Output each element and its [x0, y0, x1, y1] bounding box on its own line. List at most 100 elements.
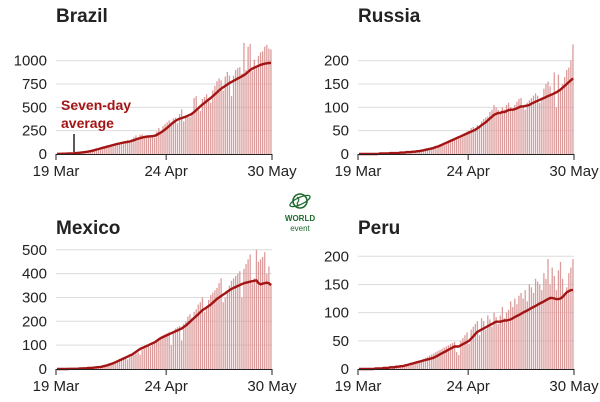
bar: [178, 113, 181, 154]
y-tick-label: 0: [341, 146, 349, 163]
bar: [201, 297, 204, 369]
bar: [104, 146, 106, 154]
bar: [112, 363, 114, 369]
bar: [108, 146, 110, 154]
bar: [191, 112, 193, 154]
bar: [441, 143, 443, 154]
bar: [168, 332, 170, 369]
bar: [568, 273, 570, 369]
bar: [193, 311, 195, 369]
bar: [230, 96, 233, 154]
bar: [237, 68, 239, 154]
bar: [470, 127, 472, 154]
bar: [510, 301, 512, 369]
x-tick-label: 19 Mar: [335, 378, 382, 395]
bar: [474, 323, 476, 369]
bar: [516, 101, 518, 154]
bar: [433, 147, 435, 154]
bar: [255, 66, 258, 154]
bar: [553, 276, 555, 369]
bar: [528, 284, 530, 369]
bar: [151, 343, 154, 369]
seven-day-average-line: [359, 77, 574, 156]
bar: [453, 341, 456, 369]
bar: [437, 350, 439, 369]
bar: [551, 93, 553, 154]
bar: [549, 86, 551, 154]
bar: [124, 358, 127, 369]
bar: [154, 342, 156, 369]
bar: [553, 72, 555, 154]
bar: [224, 76, 226, 154]
bar-series: [68, 249, 272, 369]
bar: [133, 137, 135, 154]
bar-series: [56, 42, 272, 155]
bar: [512, 307, 514, 369]
bar: [520, 98, 522, 154]
bar: [253, 59, 255, 154]
x-tick-label: 19 Mar: [335, 163, 382, 180]
bar: [118, 143, 120, 154]
bar: [426, 148, 429, 154]
bar: [443, 347, 445, 369]
bar: [164, 334, 166, 369]
y-tick-label: 750: [22, 76, 47, 93]
panel-title: Russia: [358, 6, 421, 27]
bar: [195, 96, 197, 154]
bar: [208, 299, 210, 369]
bar: [222, 90, 224, 154]
bar: [522, 107, 524, 154]
bar: [191, 317, 193, 369]
bar: [520, 292, 522, 369]
bar: [166, 122, 168, 154]
bar: [170, 122, 172, 154]
bar: [532, 292, 535, 369]
bar: [266, 273, 268, 369]
bar: [106, 365, 108, 369]
bar: [164, 124, 166, 154]
bar: [228, 75, 231, 154]
bar: [485, 329, 487, 369]
bar: [176, 123, 179, 154]
bar: [439, 349, 441, 369]
bar: [431, 147, 433, 154]
bar: [247, 46, 249, 154]
y-tick-label: 150: [324, 76, 349, 93]
bar: [408, 364, 410, 369]
seven-day-average-line: [56, 61, 271, 156]
bar: [539, 102, 541, 154]
bar: [162, 335, 164, 369]
bar: [543, 273, 545, 369]
bar: [429, 355, 431, 369]
bar: [537, 95, 539, 154]
bar: [104, 366, 106, 369]
bar: [245, 70, 247, 154]
bar: [220, 278, 222, 369]
panel-title: Brazil: [56, 6, 108, 27]
bar: [449, 140, 452, 154]
bar: [462, 338, 464, 369]
bar: [516, 304, 518, 369]
bar: [232, 75, 235, 154]
bar: [232, 278, 235, 369]
bar: [416, 361, 418, 369]
bar: [460, 340, 462, 369]
bar: [257, 56, 260, 154]
bar: [160, 339, 162, 369]
bar: [226, 71, 228, 154]
bar: [168, 120, 170, 154]
bar: [110, 364, 112, 369]
bar: [491, 326, 493, 369]
bar: [106, 145, 108, 154]
bar: [264, 252, 266, 369]
bar: [507, 102, 510, 154]
bar: [449, 344, 452, 369]
bar: [518, 295, 520, 369]
bar: [93, 149, 96, 154]
bar: [456, 352, 458, 369]
bar: [462, 135, 464, 154]
bar: [468, 130, 470, 154]
bar: [478, 126, 481, 154]
